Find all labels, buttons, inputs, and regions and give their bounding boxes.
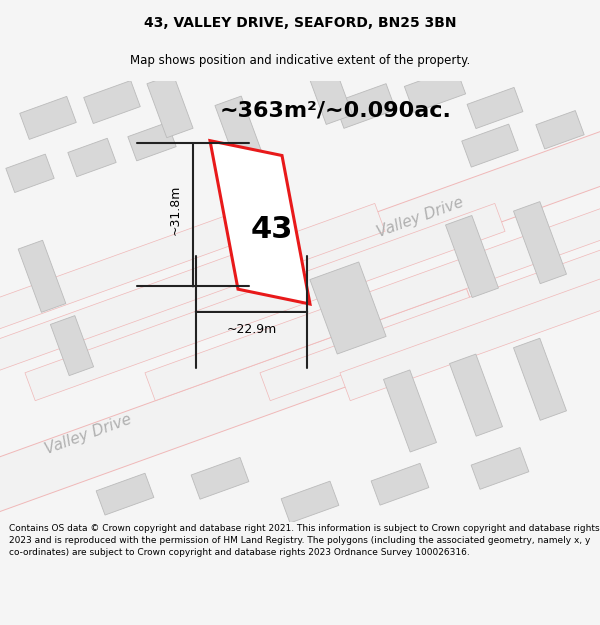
Polygon shape bbox=[514, 202, 566, 284]
Polygon shape bbox=[260, 203, 600, 401]
Text: Map shows position and indicative extent of the property.: Map shows position and indicative extent… bbox=[130, 54, 470, 68]
Text: ~363m²/~0.090ac.: ~363m²/~0.090ac. bbox=[220, 101, 452, 121]
Polygon shape bbox=[96, 473, 154, 515]
Text: Valley Drive: Valley Drive bbox=[43, 412, 133, 458]
Polygon shape bbox=[68, 138, 116, 177]
Text: Contains OS data © Crown copyright and database right 2021. This information is : Contains OS data © Crown copyright and d… bbox=[9, 524, 599, 556]
Text: ~22.9m: ~22.9m bbox=[226, 323, 277, 336]
Polygon shape bbox=[446, 216, 499, 298]
Polygon shape bbox=[20, 96, 76, 139]
Polygon shape bbox=[514, 338, 566, 421]
Polygon shape bbox=[404, 68, 466, 112]
Polygon shape bbox=[467, 88, 523, 129]
Polygon shape bbox=[281, 481, 339, 523]
Text: 43, VALLEY DRIVE, SEAFORD, BN25 3BN: 43, VALLEY DRIVE, SEAFORD, BN25 3BN bbox=[144, 16, 456, 30]
Polygon shape bbox=[210, 141, 310, 304]
Polygon shape bbox=[340, 203, 600, 401]
Polygon shape bbox=[25, 203, 505, 401]
Polygon shape bbox=[536, 111, 584, 149]
Polygon shape bbox=[371, 463, 429, 505]
Polygon shape bbox=[383, 370, 436, 452]
Polygon shape bbox=[449, 354, 502, 436]
Polygon shape bbox=[334, 84, 395, 128]
Polygon shape bbox=[6, 154, 54, 192]
Polygon shape bbox=[191, 458, 249, 499]
Polygon shape bbox=[145, 203, 600, 401]
Polygon shape bbox=[147, 74, 193, 138]
Polygon shape bbox=[18, 240, 66, 312]
Polygon shape bbox=[0, 203, 385, 401]
Polygon shape bbox=[84, 81, 140, 124]
Polygon shape bbox=[307, 64, 353, 124]
Polygon shape bbox=[471, 448, 529, 489]
Polygon shape bbox=[0, 203, 270, 401]
Polygon shape bbox=[76, 101, 600, 369]
Polygon shape bbox=[50, 316, 94, 376]
Text: Valley Drive: Valley Drive bbox=[374, 194, 466, 239]
Polygon shape bbox=[128, 122, 176, 161]
Text: 43: 43 bbox=[251, 215, 293, 244]
Polygon shape bbox=[0, 289, 484, 557]
Polygon shape bbox=[310, 262, 386, 354]
Text: ~31.8m: ~31.8m bbox=[169, 185, 182, 235]
Polygon shape bbox=[462, 124, 518, 167]
Polygon shape bbox=[215, 96, 261, 159]
